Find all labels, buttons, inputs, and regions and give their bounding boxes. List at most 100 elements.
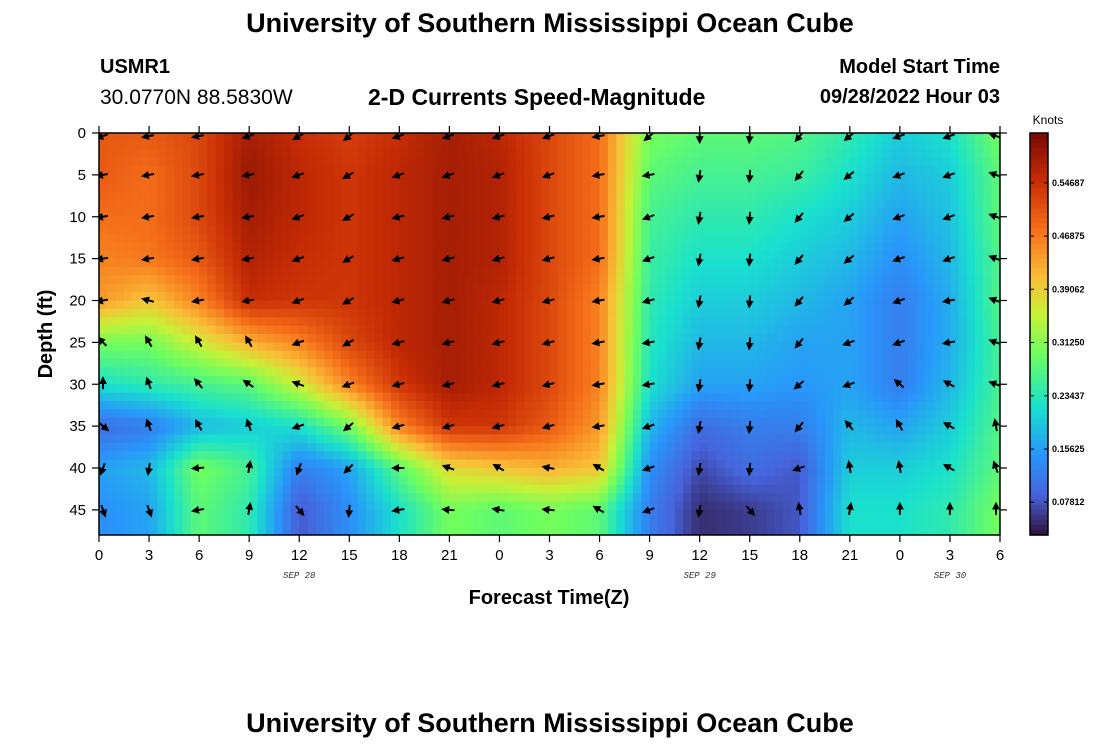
- heatmap-cell: [666, 258, 676, 268]
- heatmap-cell: [99, 275, 108, 285]
- heatmap-cell: [332, 300, 342, 310]
- heatmap-cell: [390, 325, 400, 335]
- heatmap-cell: [416, 401, 425, 410]
- heatmap-cell: [340, 225, 350, 235]
- heatmap-cell: [299, 133, 309, 142]
- heatmap-cell: [407, 334, 417, 343]
- heatmap-cell: [282, 166, 292, 176]
- heatmap-cell: [799, 174, 809, 184]
- heatmap-cell: [282, 149, 292, 159]
- heatmap-cell: [916, 359, 926, 369]
- heatmap-cell: [874, 476, 884, 486]
- heatmap-cell: [607, 250, 617, 260]
- heatmap-cell: [299, 267, 309, 276]
- heatmap-cell: [616, 375, 626, 385]
- heatmap-cell: [416, 241, 425, 251]
- heatmap-cell: [132, 325, 142, 335]
- heatmap-cell: [983, 359, 993, 369]
- heatmap-cell: [866, 501, 876, 511]
- heatmap-cell: [716, 468, 726, 477]
- heatmap-cell: [149, 509, 158, 519]
- heatmap-cell: [474, 451, 484, 461]
- heatmap-cell: [758, 334, 767, 343]
- heatmap-cell: [566, 442, 576, 452]
- heatmap-cell: [758, 451, 767, 461]
- heatmap-cell: [691, 334, 701, 343]
- heatmap-cell: [566, 149, 576, 159]
- heatmap-cell: [457, 158, 467, 168]
- heatmap-cell: [274, 183, 284, 193]
- heatmap-cell: [315, 476, 325, 486]
- heatmap-cell: [524, 417, 534, 427]
- heatmap-cell: [432, 342, 442, 352]
- heatmap-cell: [157, 208, 167, 218]
- heatmap-cell: [833, 233, 843, 243]
- heatmap-cell: [708, 392, 717, 402]
- heatmap-cell: [849, 468, 859, 477]
- heatmap-cell: [682, 451, 692, 461]
- heatmap-cell: [399, 509, 409, 519]
- heatmap-cell: [282, 191, 292, 201]
- heatmap-cell: [441, 476, 450, 486]
- heatmap-cell: [974, 442, 984, 452]
- heatmap-cell: [991, 225, 1000, 235]
- heatmap-cell: [441, 401, 450, 410]
- heatmap-cell: [899, 300, 909, 310]
- heatmap-cell: [816, 208, 826, 218]
- heatmap-cell: [215, 518, 225, 528]
- heatmap-cell: [991, 292, 1000, 302]
- heatmap-cell: [582, 451, 592, 461]
- heatmap-cell: [783, 174, 793, 184]
- heatmap-cell: [307, 350, 317, 360]
- heatmap-cell: [399, 359, 409, 369]
- heatmap-cell: [340, 300, 350, 310]
- heatmap-cell: [390, 401, 400, 410]
- heatmap-cell: [491, 141, 501, 151]
- heatmap-cell: [941, 384, 951, 394]
- heatmap-cell: [949, 334, 959, 343]
- heatmap-cell: [432, 267, 442, 276]
- heatmap-cell: [549, 384, 559, 394]
- heatmap-cell: [816, 250, 826, 260]
- heatmap-cell: [232, 258, 242, 268]
- heatmap-cell: [616, 267, 626, 276]
- heatmap-cell: [682, 434, 692, 444]
- heatmap-cell: [190, 174, 200, 184]
- heatmap-cell: [607, 493, 617, 503]
- heatmap-cell: [899, 317, 909, 327]
- heatmap-cell: [99, 484, 108, 494]
- heatmap-cell: [365, 216, 375, 226]
- heatmap-cell: [532, 300, 542, 310]
- heatmap-cell: [682, 442, 692, 452]
- heatmap-cell: [708, 468, 717, 477]
- heatmap-cell: [974, 342, 984, 352]
- heatmap-cell: [758, 442, 767, 452]
- heatmap-cell: [224, 501, 234, 511]
- heatmap-cell: [841, 434, 851, 444]
- heatmap-cell: [991, 476, 1000, 486]
- heatmap-cell: [799, 133, 809, 142]
- heatmap-cell: [858, 350, 868, 360]
- heatmap-cell: [307, 200, 317, 209]
- heatmap-cell: [357, 392, 367, 402]
- heatmap-cell: [115, 216, 125, 226]
- heatmap-cell: [816, 225, 826, 235]
- heatmap-cell: [274, 233, 284, 243]
- heatmap-cell: [524, 325, 534, 335]
- heatmap-cell: [491, 233, 501, 243]
- heatmap-cell: [249, 384, 259, 394]
- heatmap-cell: [107, 375, 117, 385]
- heatmap-cell: [557, 283, 567, 293]
- heatmap-cell: [532, 426, 542, 436]
- heatmap-cell: [974, 200, 984, 209]
- heatmap-cell: [783, 501, 793, 511]
- heatmap-cell: [699, 308, 709, 318]
- heatmap-cell: [766, 342, 776, 352]
- heatmap-cell: [257, 166, 267, 176]
- heatmap-cell: [858, 476, 868, 486]
- heatmap-cell: [207, 300, 217, 310]
- heatmap-cell: [457, 501, 467, 511]
- heatmap-cell: [632, 225, 642, 235]
- heatmap-cell: [315, 342, 325, 352]
- heatmap-cell: [557, 342, 567, 352]
